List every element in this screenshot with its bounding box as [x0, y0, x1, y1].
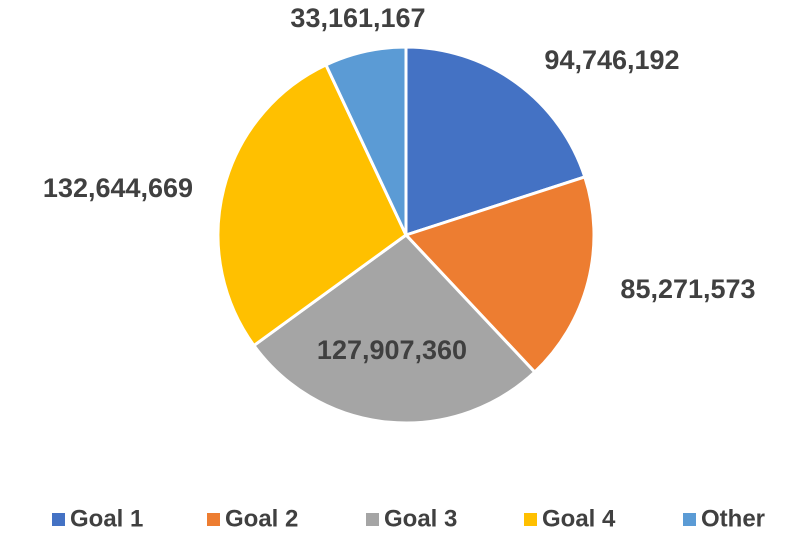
- pie-slice: [323, 45, 408, 236]
- legend-label: Other: [701, 505, 765, 532]
- data-label: 94,746,192: [544, 45, 679, 75]
- legend-swatch: [207, 513, 220, 526]
- legend-label: Goal 4: [542, 505, 616, 532]
- legend-swatch: [683, 513, 696, 526]
- legend-label: Goal 3: [384, 505, 457, 532]
- pie-slice: [404, 45, 587, 238]
- data-label: 33,161,167: [290, 3, 425, 33]
- data-label: 85,271,573: [620, 274, 755, 304]
- legend-label: Goal 2: [225, 505, 298, 532]
- pie-slice: [216, 62, 408, 348]
- data-label: 132,644,669: [43, 173, 193, 203]
- legend-swatch: [366, 513, 379, 526]
- legend-swatch: [524, 513, 537, 526]
- pie-slice: [251, 233, 537, 425]
- data-label: 127,907,360: [317, 335, 467, 365]
- legend-swatch: [52, 513, 65, 526]
- pie-slice: [403, 175, 596, 375]
- legend-label: Goal 1: [70, 505, 143, 532]
